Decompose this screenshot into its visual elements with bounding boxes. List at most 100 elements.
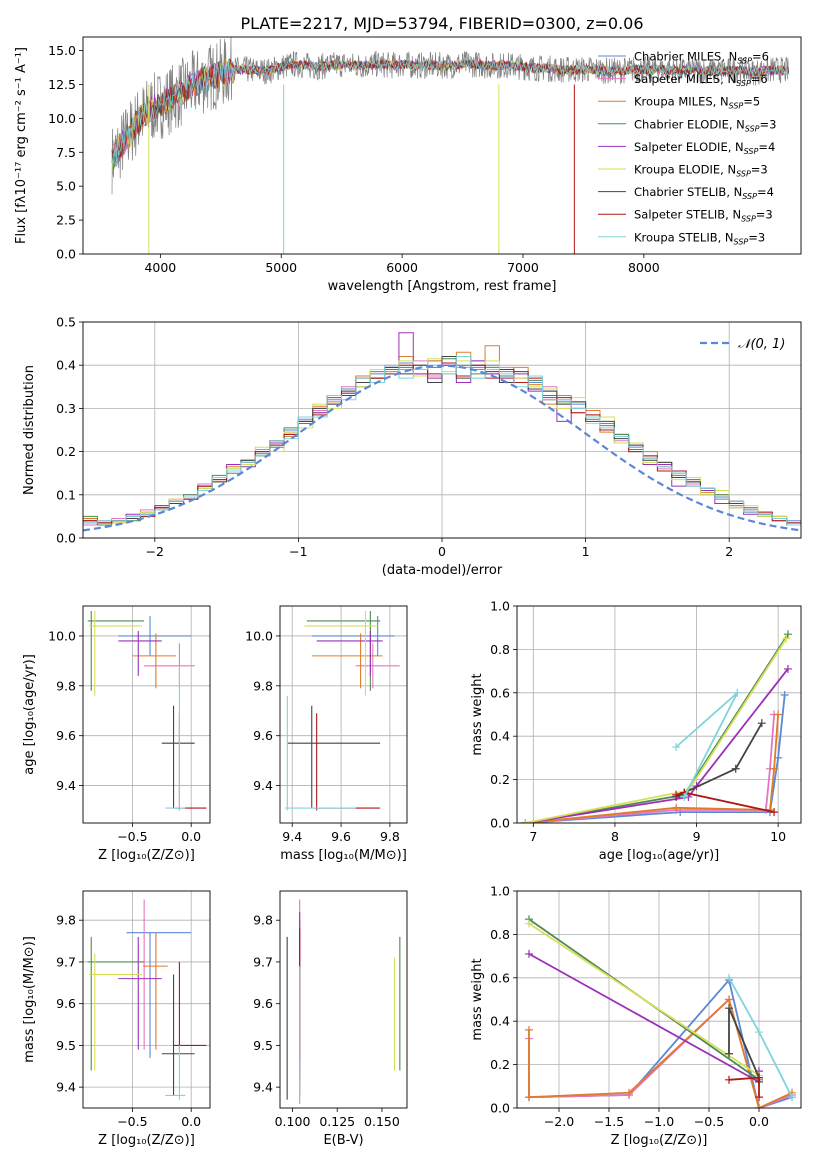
x-tick-label: 0.0: [181, 829, 201, 844]
y-tick-label: 0.0: [56, 531, 76, 546]
line-salpeter_elodie: [528, 953, 760, 1084]
legend-entry-sub: SSP: [744, 147, 759, 156]
x-tick-label: 5000: [265, 260, 297, 275]
plot-area: [521, 630, 792, 823]
y-axis-label: Normed distribution: [22, 365, 37, 495]
x-tick-label: 7000: [507, 260, 539, 275]
legend-entry: Kroupa MILES, NSSP=5: [634, 95, 760, 111]
x-tick-label: 1: [582, 544, 590, 559]
x-axis-label: mass [log₁₀(M/M⊙)]: [280, 848, 407, 863]
line-chabrier_miles: [528, 978, 793, 1108]
y-tick-label: 0.3: [56, 401, 76, 416]
panel-spectrum: 4000 5000 6000 7000 8000 0.0 2.5 5.0 7.5 10.0 12.5…: [14, 36, 802, 294]
legend-entry-text: Kroupa STELIB, N: [634, 230, 734, 244]
legend-entry-tail: =3: [748, 230, 765, 244]
marker-kroupa_miles: [625, 1088, 633, 1097]
x-tick-label: 6000: [386, 260, 418, 275]
y-tick-label: 9.7: [253, 954, 273, 969]
y-tick-label: 5.0: [56, 179, 76, 194]
panel-age-vs-mass: 9.4 9.6 9.8 9.4 9.6 9.8 10.0 mass [log₁₀(M/M⊙)]: [245, 605, 408, 863]
marker-kroupa_elodie: [782, 634, 791, 643]
axes-frame: [82, 321, 802, 539]
marker-kroupa_stelib: [725, 973, 733, 982]
y-tick-label: 15.0: [48, 43, 76, 58]
marker-kroupa_stelib: [755, 1028, 763, 1037]
legend-entry-text: Chabrier ELODIE, N: [634, 117, 745, 131]
axes-frame: [82, 36, 802, 255]
axes-frame: [279, 605, 408, 824]
legend-entry-tail: =4: [758, 140, 775, 154]
x-tick-label: 0: [438, 544, 446, 559]
x-tick-label: −2.0: [544, 1114, 574, 1129]
marker-kroupa_miles: [525, 1025, 533, 1034]
panel-mass-weight-vs-age: 7 8 9 10 0.0 0.2 0.4 0.6 0.8 1.0 age [log₁₀(age/yr…: [470, 599, 802, 863]
y-axis-label: mass weight: [470, 673, 485, 755]
x-tick-label: 8: [611, 829, 619, 844]
axes-frame: [516, 605, 802, 824]
y-tick-label: 10.0: [245, 628, 273, 643]
marker-kroupa_miles: [770, 764, 779, 773]
legend-entry-text: Salpeter MILES, N: [634, 72, 736, 86]
y-tick-label: 0.8: [490, 927, 510, 942]
legend-entry-sub: SSP: [745, 124, 760, 133]
legend-entry: Chabrier MILES, NSSP=6: [634, 50, 769, 66]
y-axis-label: Flux [fλ10⁻¹⁷ erg cm⁻² s⁻¹ A⁻¹]: [14, 47, 29, 244]
line-chabrier_stelib: [675, 722, 763, 798]
y-axis-label: mass [log₁₀(M/M⊙)]: [22, 936, 37, 1063]
y-tick-label: 0.0: [490, 816, 510, 831]
marker-chabrier_stelib: [725, 1004, 733, 1013]
y-tick-label: 10.0: [48, 628, 76, 643]
y-tick-label: 9.6: [253, 996, 273, 1011]
line-kroupa_elodie: [528, 922, 760, 1077]
x-tick-label: 0.100: [275, 1114, 311, 1129]
axes-frame: [82, 890, 211, 1109]
x-tick-label: 9: [693, 829, 701, 844]
x-tick-label: 7: [529, 829, 537, 844]
line-kroupa_miles: [528, 997, 793, 1108]
legend-entry: Salpeter ELODIE, NSSP=4: [634, 140, 775, 156]
y-tick-label: 0.2: [56, 444, 76, 459]
y-tick-label: 7.5: [56, 145, 76, 160]
x-tick-label: 0.0: [749, 1114, 769, 1129]
legend-entry: Salpeter STELIB, NSSP=3: [634, 208, 773, 224]
plot-area: [87, 610, 207, 811]
y-tick-label: 0.2: [490, 772, 510, 787]
legend-entry-sub: SSP: [742, 192, 757, 201]
x-tick-label: 10: [770, 829, 786, 844]
axes-frame: [82, 605, 211, 824]
y-tick-label: 2.5: [56, 213, 76, 228]
y-tick-label: 9.8: [56, 913, 76, 928]
legend-entry-sub: SSP: [741, 215, 756, 224]
x-tick-label: −1: [289, 544, 307, 559]
y-tick-label: 9.5: [253, 1038, 273, 1053]
x-axis-label: Z [log₁₀(Z/Z⊙)]: [98, 848, 195, 863]
legend-entry-tail: =6: [752, 50, 769, 64]
marker-salpeter_elodie: [525, 949, 533, 958]
legend-entry-text: Chabrier STELIB, N: [634, 185, 742, 199]
plot-area: [87, 899, 207, 1100]
legend-entry-tail: =3: [760, 117, 777, 131]
legend-entry-text: Kroupa ELODIE, N: [634, 163, 736, 177]
y-tick-label: 0.8: [490, 642, 510, 657]
y-tick-label: 9.8: [253, 678, 273, 693]
y-tick-label: 0.5: [56, 315, 76, 330]
y-tick-label: 9.7: [56, 954, 76, 969]
plot-area: [284, 610, 400, 811]
y-tick-label: 0.6: [490, 685, 510, 700]
legend-entry: Chabrier STELIB, NSSP=4: [634, 185, 774, 201]
marker-kroupa_miles: [672, 803, 681, 812]
line-kroupa_elodie: [525, 638, 788, 823]
x-tick-label: 0.0: [181, 1114, 201, 1129]
figure-title: PLATE=2217, MJD=53794, FIBERID=0300, z=0…: [240, 14, 643, 33]
axes-frame: [516, 890, 802, 1109]
legend-entry: Kroupa ELODIE, NSSP=3: [634, 163, 768, 179]
y-tick-label: 0.6: [490, 970, 510, 985]
y-tick-label: 0.4: [490, 1014, 510, 1029]
legend-entry-sub: SSP: [734, 237, 749, 246]
marker-salpeter_stelib: [770, 808, 779, 817]
marker-kroupa_elodie: [525, 919, 533, 928]
normal-legend-label: 𝒩(0, 1): [738, 337, 785, 352]
legend-entry-tail: =5: [743, 95, 760, 109]
legend-entry-sub: SSP: [737, 57, 752, 66]
marker-chabrier_elodie: [783, 630, 792, 639]
